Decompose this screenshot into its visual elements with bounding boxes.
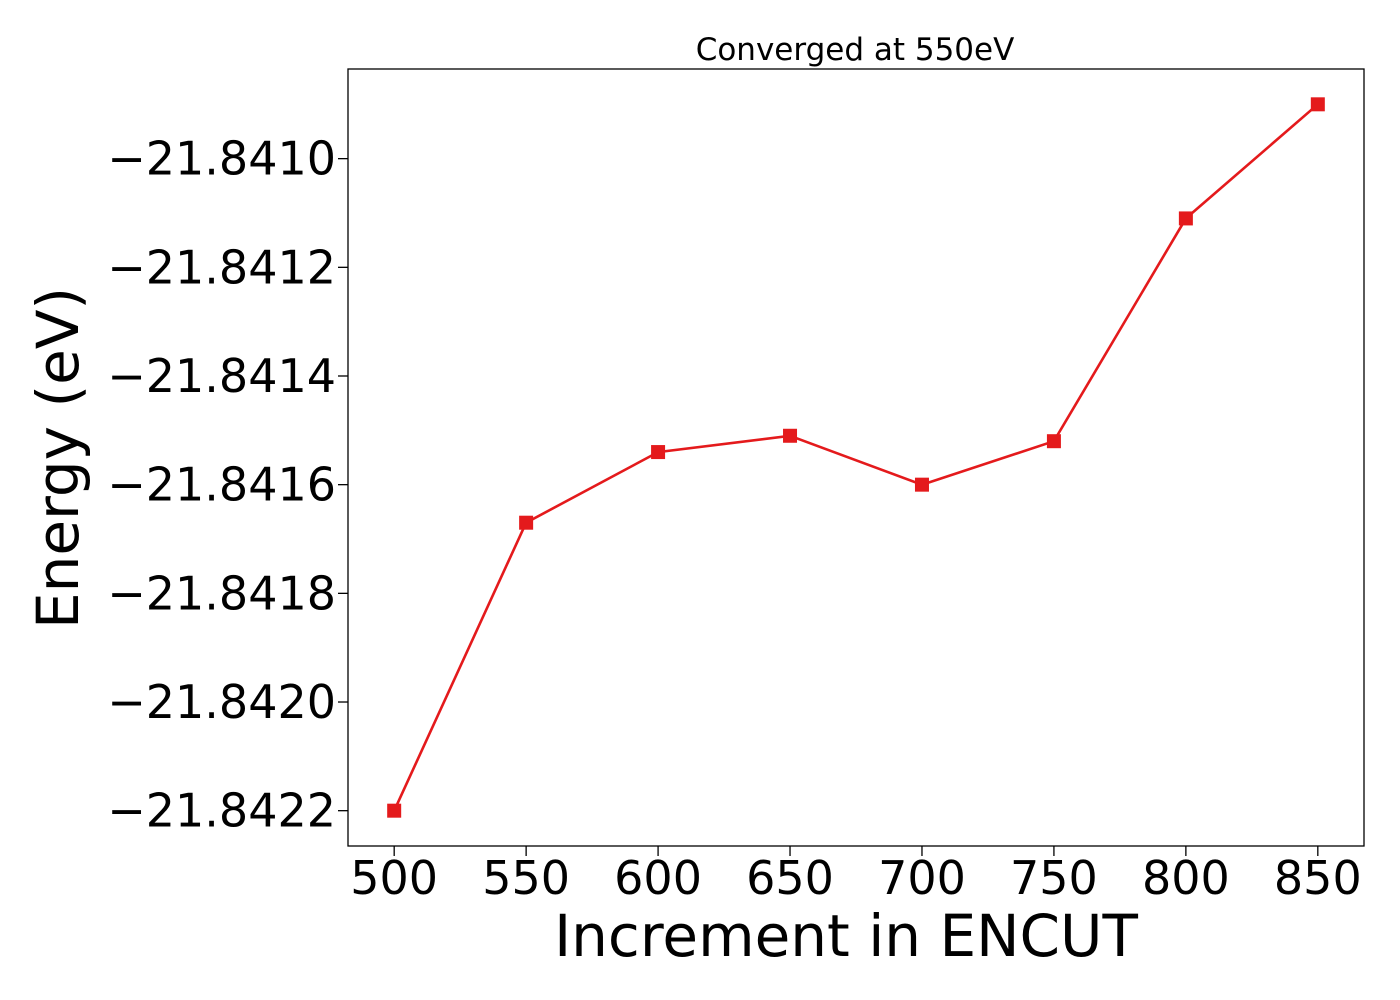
series-energy — [387, 97, 1325, 818]
x-axis: 500 550 600 650 700 750 800 850 — [350, 846, 1362, 905]
data-point — [651, 445, 666, 460]
y-axis: −21.8410 −21.8412 −21.8414 −21.8416 −21.8418… — [107, 132, 348, 838]
data-point — [1046, 434, 1061, 449]
plot-area-frame — [347, 68, 1365, 847]
y-tick-label: −21.8422 — [107, 784, 336, 838]
x-tick-label: 750 — [1010, 851, 1098, 905]
data-point — [1310, 97, 1325, 112]
data-point — [783, 428, 798, 443]
x-tick-label: 800 — [1142, 851, 1230, 905]
x-tick-label: 600 — [614, 851, 702, 905]
data-point — [519, 515, 534, 530]
x-tick-label: 500 — [350, 851, 438, 905]
y-tick-label: −21.8420 — [107, 675, 336, 729]
x-tick-label: 850 — [1274, 851, 1362, 905]
y-tick-label: −21.8412 — [107, 240, 336, 294]
data-point — [387, 803, 402, 818]
y-axis-label: Energy (eV) — [24, 287, 92, 629]
x-tick-label: 700 — [878, 851, 966, 905]
data-point — [914, 477, 929, 492]
x-axis-label: Increment in ENCUT — [554, 902, 1138, 970]
x-tick-label: 550 — [482, 851, 570, 905]
y-tick-label: −21.8416 — [107, 458, 336, 512]
chart-title: Converged at 550eV — [696, 32, 1015, 68]
y-tick-label: −21.8410 — [107, 132, 336, 186]
y-tick-label: −21.8418 — [107, 566, 336, 620]
y-tick-label: −21.8414 — [107, 349, 336, 403]
x-tick-label: 650 — [746, 851, 834, 905]
data-point — [1178, 211, 1193, 226]
series-line — [393, 103, 1319, 812]
